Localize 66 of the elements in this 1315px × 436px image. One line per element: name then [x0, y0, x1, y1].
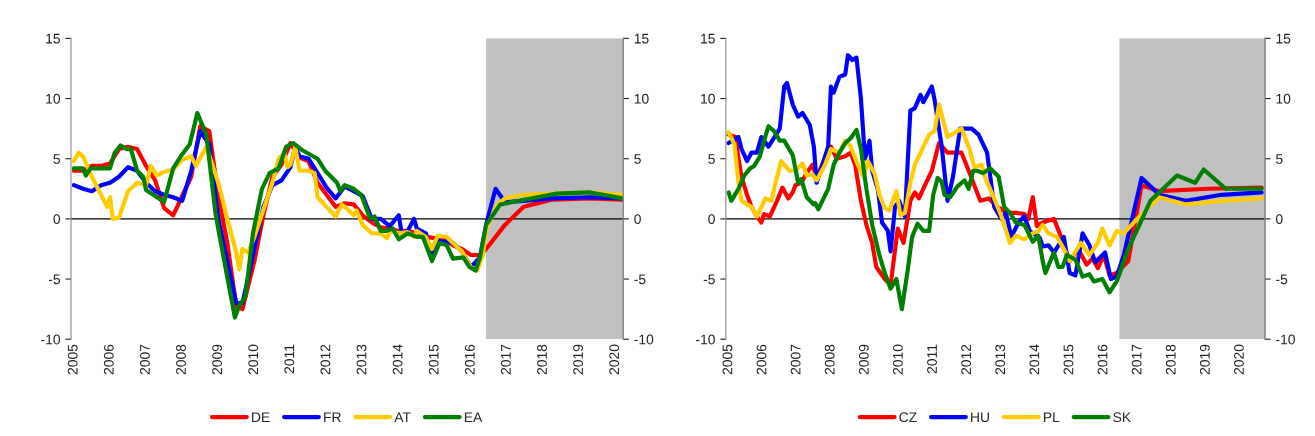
y-tick-label: -10: [41, 334, 61, 345]
x-tick-label: 2013: [995, 344, 1006, 375]
y-tick-label: 10: [701, 93, 715, 104]
y-tick-label: -5: [48, 274, 61, 285]
x-tick-label: 2007: [139, 344, 150, 375]
x-tick-label: 2015: [1063, 344, 1074, 375]
x-tick-label: 2016: [1097, 344, 1108, 375]
x-tick-label: 2014: [1029, 344, 1040, 375]
x-tick-label: 2013: [356, 344, 367, 375]
y2-tick-label: 0: [634, 214, 641, 225]
x-tick-label: 2005: [722, 344, 733, 375]
line-series: [726, 102, 1264, 264]
x-tick-label: 2015: [428, 344, 439, 375]
y-tick-label: 5: [53, 154, 61, 164]
y-tick-label: 15: [701, 33, 715, 44]
x-tick-label: 2011: [927, 344, 937, 374]
x-tick-label: 2018: [1165, 344, 1176, 375]
y-tick-label: 15: [46, 33, 61, 44]
legend-label: PL: [1043, 412, 1060, 422]
x-tick-label: 2010: [248, 344, 259, 375]
x-tick-label: 2010: [893, 344, 903, 375]
y2-tick-label: -10: [1276, 334, 1295, 345]
x-tick-label: 2006: [103, 344, 114, 375]
y2-tick-label: -5: [634, 274, 646, 285]
legend-label: HU: [971, 412, 989, 423]
y2-tick-label: 5: [1276, 154, 1283, 164]
legend-label: DE: [252, 412, 270, 422]
legend-label: EA: [464, 412, 483, 422]
x-tick-label: 2009: [212, 344, 223, 375]
y-tick-label: -10: [696, 334, 715, 345]
x-tick-label: 2018: [537, 344, 547, 375]
y-tick-label: 10: [46, 93, 61, 104]
x-tick-label: 2017: [500, 344, 511, 375]
y2-tick-label: -5: [1276, 274, 1288, 285]
y2-tick-label: 15: [634, 33, 649, 44]
x-tick-label: 2009: [858, 344, 869, 375]
legend-label: FR: [324, 412, 341, 422]
x-tick-label: 2020: [1234, 344, 1244, 375]
x-tick-label: 2019: [573, 344, 583, 375]
y2-tick-label: 0: [1275, 214, 1283, 225]
x-tick-label: 2011: [284, 344, 295, 374]
x-tick-label: 2005: [67, 344, 78, 375]
y-tick-label: -5: [703, 274, 715, 285]
legend-label: SK: [1113, 412, 1131, 423]
line-series: [726, 124, 1264, 312]
x-tick-label: 2020: [609, 344, 620, 375]
x-tick-label: 2012: [961, 344, 972, 375]
y2-tick-label: 10: [634, 93, 649, 104]
x-tick-label: 2019: [1199, 344, 1210, 375]
x-tick-label: 2008: [176, 344, 186, 375]
y2-tick-label: 5: [634, 154, 641, 164]
x-tick-label: 2006: [756, 344, 767, 375]
x-tick-label: 2007: [790, 344, 801, 375]
x-tick-label: 2017: [1131, 344, 1142, 375]
x-tick-label: 2012: [320, 344, 331, 375]
y-tick-label: 0: [53, 214, 61, 225]
y-tick-label: 5: [708, 154, 715, 164]
x-tick-label: 2008: [824, 344, 835, 375]
legend-label: AT: [394, 412, 411, 422]
y2-tick-label: 15: [1276, 33, 1291, 44]
y2-tick-label: -10: [634, 334, 654, 345]
y-tick-label: 0: [708, 214, 715, 225]
x-tick-label: 2016: [464, 344, 475, 375]
legend-label: CZ: [899, 412, 917, 423]
x-tick-label: 2014: [392, 344, 403, 375]
y2-tick-label: 10: [1276, 93, 1291, 104]
